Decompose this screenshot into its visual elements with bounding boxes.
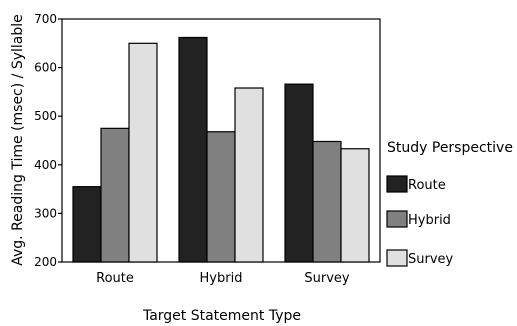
legend-swatch-survey [386, 249, 408, 267]
legend-label-route: Route [408, 178, 446, 193]
x-axis: Route Hybrid Survey [96, 271, 350, 286]
y-tick-label: 500 [34, 109, 57, 123]
bar-hybrid-hybrid [206, 131, 236, 263]
bar-hybrid-survey [234, 87, 264, 263]
bar-hybrid-route [178, 36, 208, 263]
bar-survey-route [284, 83, 314, 263]
bar-route-hybrid [100, 127, 130, 263]
y-tick-label: 700 [34, 12, 57, 26]
legend: Study Perspective Route Hybrid Survey [386, 140, 513, 267]
legend-label-survey: Survey [408, 252, 454, 267]
y-tick-label: 400 [34, 158, 57, 172]
y-tick-label: 300 [34, 206, 57, 220]
legend-title: Study Perspective [387, 140, 513, 156]
plot-area [61, 18, 381, 263]
bar-survey-survey [340, 148, 370, 263]
bar-route-survey [128, 42, 158, 263]
y-axis: 200 300 400 500 600 700 [34, 12, 62, 269]
x-axis-title: Target Statement Type [142, 308, 301, 324]
y-tick-label: 600 [34, 61, 57, 75]
y-axis-title: Avg. Reading Time (msec) / Syllable [10, 14, 26, 266]
y-tick-label: 200 [34, 255, 57, 269]
bar-route-route [72, 186, 102, 263]
legend-label-hybrid: Hybrid [408, 213, 451, 228]
bar-survey-hybrid [312, 140, 342, 263]
x-tick-label: Hybrid [200, 271, 243, 286]
x-tick-label: Survey [304, 271, 350, 286]
legend-swatch-route [386, 175, 408, 193]
x-tick-label: Route [96, 271, 134, 286]
legend-swatch-hybrid [386, 210, 408, 228]
